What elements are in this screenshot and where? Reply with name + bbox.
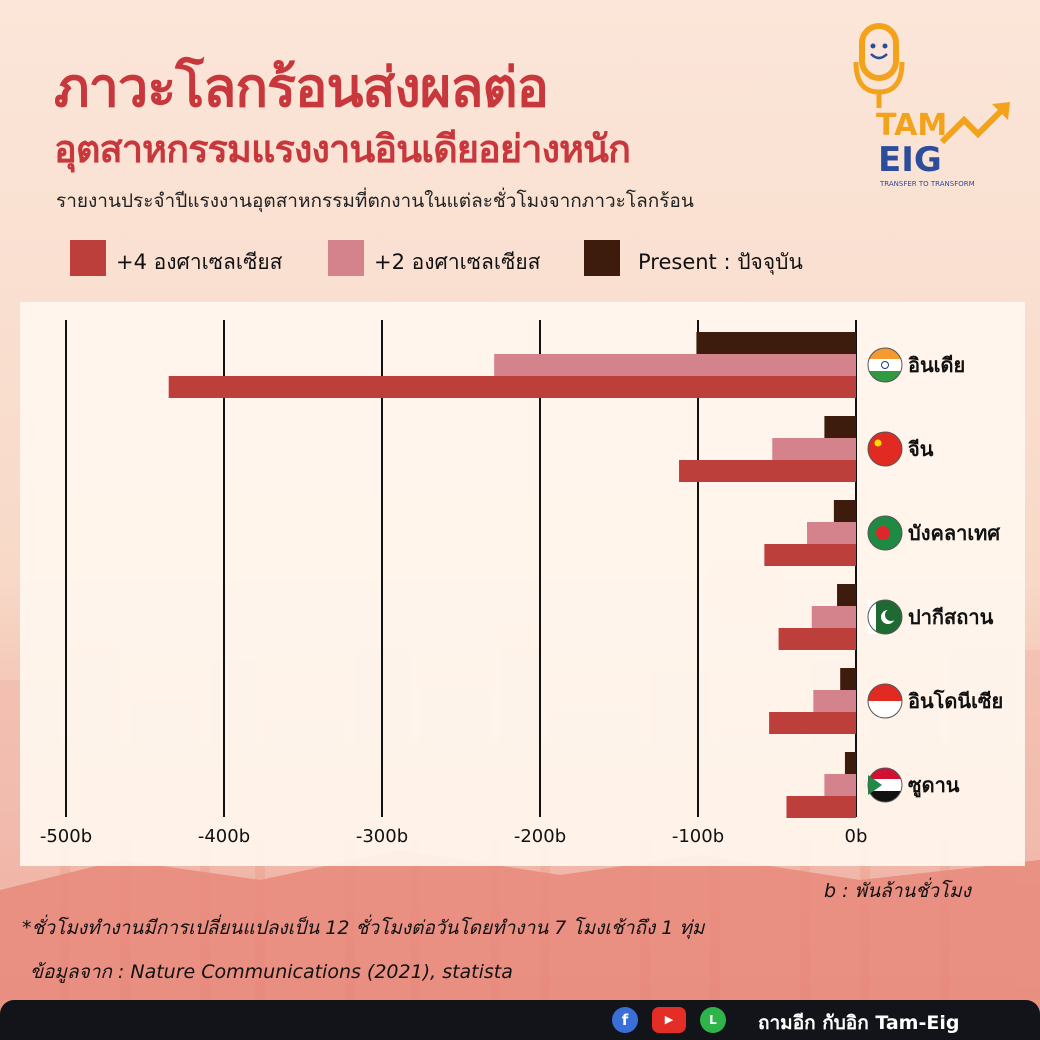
page-title-line2: อุตสาหกรรมแรงงานอินเดียอย่างหนัก <box>54 127 631 171</box>
bar-present-1 <box>824 416 856 438</box>
bar-plus2-2 <box>807 522 856 544</box>
bar-present-5 <box>844 752 856 774</box>
bar-chart: อินเดียจีนบังคลาเทศปากีสถานอินโดนีเซียซู… <box>40 320 1003 847</box>
bar-plus4-5 <box>786 796 856 818</box>
microphone-icon <box>853 23 905 108</box>
legend-label-present: Present : ปัจจุบัน <box>638 250 803 274</box>
trend-arrow-icon <box>939 102 1010 145</box>
x-tick-label-0: -500b <box>40 826 92 847</box>
facebook-icon[interactable]: f <box>612 1007 638 1033</box>
india-flag-icon <box>867 347 903 383</box>
pakistan-flag-icon <box>867 599 903 635</box>
country-label-3: ปากีสถาน <box>908 605 994 629</box>
logo-text-tam: TAM <box>876 108 948 143</box>
country-label-5: ซูดาน <box>908 773 960 799</box>
bar-plus4-2 <box>764 544 856 566</box>
bar-present-0 <box>696 332 856 354</box>
country-label-1: จีน <box>908 437 934 461</box>
footer-bar: f ▶ L ถามอีก กับอิก Tam-Eig <box>0 1000 1040 1040</box>
legend-swatch-plus4 <box>70 240 106 276</box>
bar-plus4-4 <box>769 712 856 734</box>
bar-present-2 <box>833 500 856 522</box>
bar-present-4 <box>840 668 856 690</box>
bangladesh-flag-icon <box>867 515 903 551</box>
bar-plus2-3 <box>811 606 856 628</box>
bar-present-3 <box>837 584 856 606</box>
footer-text: ถามอีก กับอิก Tam-Eig <box>758 1012 960 1034</box>
x-tick-label-4: -100b <box>672 826 724 847</box>
country-label-4: อินโดนีเซีย <box>908 689 1003 713</box>
footnote: *ชั่วโมงทำงานมีการเปลี่ยนแปลงเป็น 12 ชั่… <box>22 917 705 939</box>
x-tick-label-5: 0b <box>845 826 868 847</box>
country-label-0: อินเดีย <box>908 353 965 377</box>
bar-plus2-4 <box>813 690 856 712</box>
logo-tagline: TRANSFER TO TRANSFORM <box>880 180 975 188</box>
x-tick-label-1: -400b <box>198 826 250 847</box>
tam-eig-logo: TAM EIG TRANSFER TO TRANSFORM <box>850 22 1020 192</box>
page-subtitle: รายงานประจำปีแรงงานอุตสาหกรรมที่ตกงานในแ… <box>56 190 694 212</box>
legend-swatch-present <box>584 240 620 276</box>
indonesia-flag-icon <box>867 683 903 719</box>
bar-plus4-1 <box>679 460 856 482</box>
legend-label-plus4: +4 องศาเซลเซียส <box>116 250 283 274</box>
bar-plus2-1 <box>772 438 856 460</box>
unit-note: b : พันล้านชั่วโมง <box>824 880 971 902</box>
country-label-2: บังคลาเทศ <box>908 521 1001 545</box>
youtube-icon[interactable]: ▶ <box>652 1007 686 1033</box>
legend-label-plus2: +2 องศาเซลเซียส <box>374 250 541 274</box>
x-tick-label-3: -200b <box>514 826 566 847</box>
chart-panel: อินเดียจีนบังคลาเทศปากีสถานอินโดนีเซียซู… <box>20 302 1025 866</box>
line-icon[interactable]: L <box>700 1007 726 1033</box>
bar-plus2-5 <box>824 774 856 796</box>
china-flag-icon <box>867 431 903 467</box>
bar-plus4-3 <box>778 628 856 650</box>
source-note: ข้อมูลจาก : Nature Communications (2021)… <box>30 961 513 983</box>
x-tick-label-2: -300b <box>356 826 408 847</box>
page-title: ภาวะโลกร้อนส่งผลต่อ <box>54 56 549 119</box>
bar-plus4-0 <box>168 376 856 398</box>
legend-swatch-plus2 <box>328 240 364 276</box>
sudan-flag-icon <box>867 767 903 803</box>
bar-plus2-0 <box>494 354 856 376</box>
logo-text-eig: EIG <box>878 140 942 180</box>
